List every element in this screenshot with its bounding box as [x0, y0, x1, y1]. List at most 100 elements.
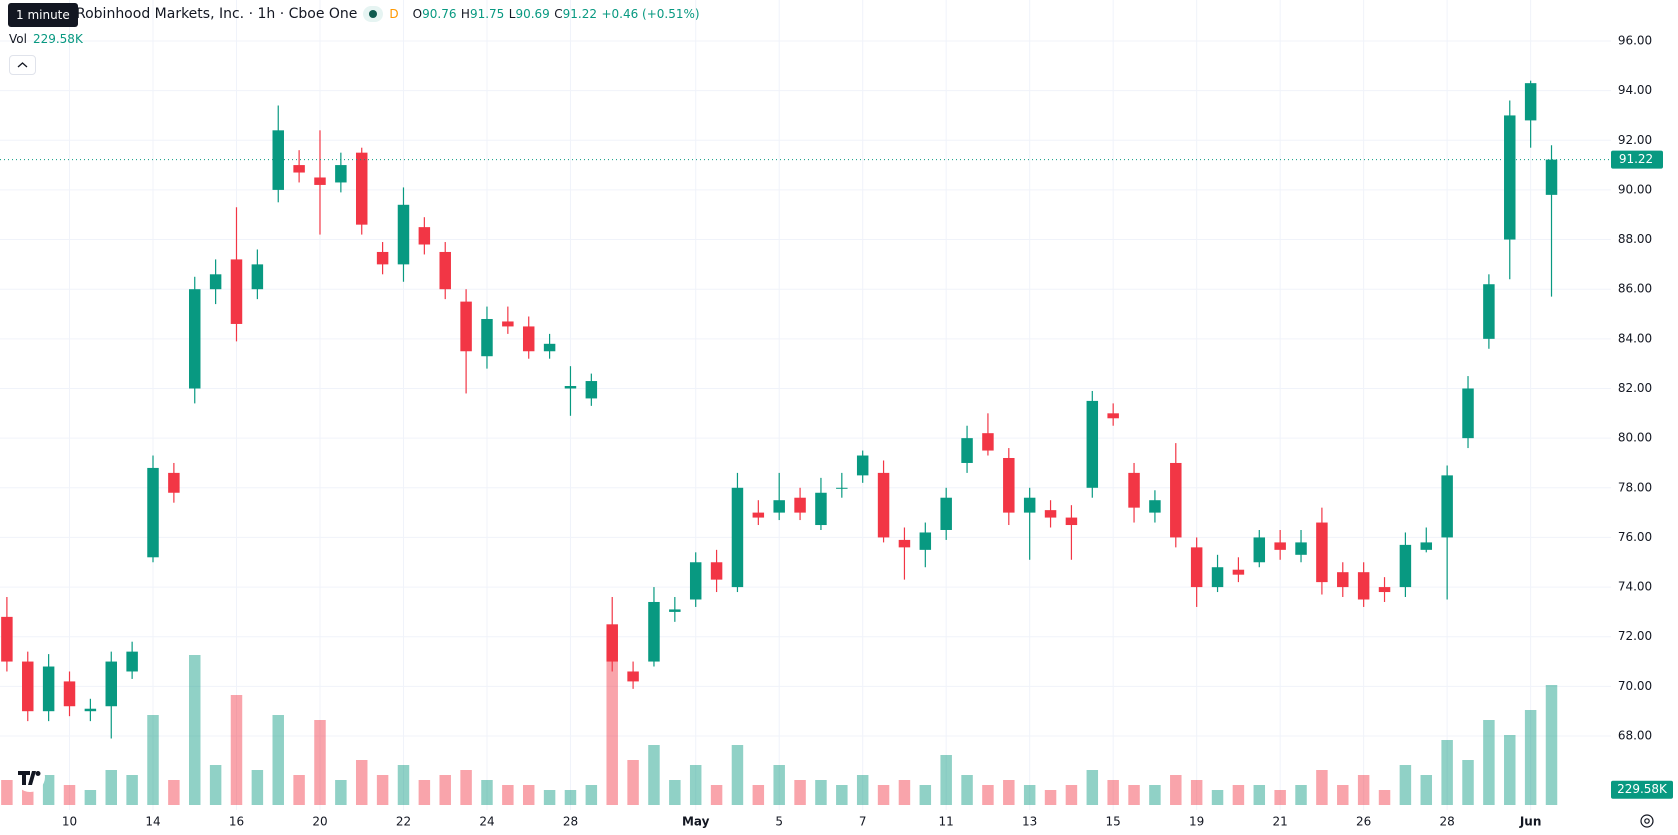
y-tick-label: 70.00 [1618, 679, 1652, 693]
y-tick-label: 88.00 [1618, 232, 1652, 246]
candle-body [251, 264, 264, 290]
volume-bar [522, 785, 535, 805]
volume-box [1611, 780, 1673, 799]
y-tick-label: 94.00 [1618, 83, 1652, 97]
volume-bar [1441, 740, 1453, 805]
candle-body [63, 681, 76, 707]
y-tick-label: 90.00 [1618, 182, 1652, 196]
candle-body [1295, 542, 1307, 555]
volume-bar [1378, 790, 1391, 805]
y-tick-label: 96.00 [1618, 33, 1652, 47]
volume-bar [1065, 785, 1078, 805]
x-tick-label: 26 [1356, 815, 1371, 829]
candle-body [1107, 413, 1119, 419]
candle-body [105, 661, 117, 707]
volume-bar [815, 780, 827, 805]
candle-body [209, 274, 222, 290]
x-tick-label: 11 [939, 815, 954, 829]
logo[interactable] [14, 762, 54, 792]
volume-bar [314, 720, 326, 805]
volume-bar [1128, 785, 1140, 805]
price-axis [1611, 0, 1678, 835]
volume-bar [84, 790, 97, 805]
volume-bar [731, 745, 744, 805]
volume-bar [1023, 785, 1036, 805]
volume-bar [355, 760, 368, 805]
volume-bar [1504, 735, 1516, 805]
candle-body [1337, 572, 1349, 588]
volume-bar [1149, 785, 1161, 805]
candle-body [355, 152, 368, 225]
x-tick-label: 10 [62, 815, 77, 829]
volume-bar [1545, 685, 1558, 805]
x-tick-label: Jun [1519, 815, 1542, 829]
volume-bar [1274, 790, 1286, 805]
volume-bar [1420, 775, 1433, 805]
candle-body [1023, 497, 1036, 513]
x-tick-label: 24 [479, 815, 494, 829]
collapse-button[interactable] [9, 55, 36, 75]
candle-body [1086, 400, 1099, 488]
candle-body [1232, 569, 1245, 575]
candle-body [836, 487, 848, 489]
candle-body [1274, 542, 1286, 550]
x-tick-label: 7 [859, 815, 867, 829]
x-tick-label: 19 [1189, 815, 1204, 829]
candle-body [982, 433, 994, 451]
volume-bar [335, 780, 347, 805]
volume-legend: Vol 229.58K [9, 32, 83, 46]
volume-bar [1086, 770, 1099, 805]
candle-body [1044, 510, 1057, 518]
volume-bar [1316, 770, 1328, 805]
ohlc-value: 91.75 [469, 7, 505, 21]
volume-bar [397, 765, 410, 805]
candle-body [1504, 115, 1516, 240]
candle-body [502, 321, 514, 327]
candle-body [1441, 475, 1453, 538]
y-tick-label: 80.00 [1618, 431, 1652, 445]
chevron [17, 62, 28, 68]
candle-body [856, 455, 869, 476]
settings-icon[interactable] [1636, 810, 1658, 832]
volume-bar [460, 770, 472, 805]
volume-bar [502, 785, 514, 805]
candle-body [1211, 567, 1224, 588]
volume-bar [22, 785, 34, 805]
candle-body [481, 318, 493, 357]
candle-body [1190, 547, 1203, 588]
y-tick-label: 78.00 [1618, 480, 1652, 494]
volume-bar [1524, 710, 1537, 805]
x-tick-label: 28 [563, 815, 578, 829]
change: +0.46 (+0.51%) [601, 7, 700, 21]
y-tick-label: 74.00 [1618, 580, 1652, 594]
candle-body [606, 624, 618, 662]
candle-body [1149, 500, 1161, 513]
candle-body [689, 562, 702, 600]
status-dot [363, 6, 384, 22]
y-tick-label: 86.00 [1618, 282, 1652, 296]
volume-bar [293, 775, 305, 805]
volume-value: 229.58K [32, 32, 83, 46]
volume-bar [481, 780, 493, 805]
y-tick-label: 82.00 [1618, 381, 1652, 395]
x-tick-label: 14 [145, 815, 160, 829]
volume-bar [543, 790, 556, 805]
candle-body [460, 301, 472, 352]
volume-bar [689, 765, 702, 805]
volume-axis-label: 229.58K [1617, 782, 1668, 796]
volume-bar [189, 655, 201, 805]
volume-bar [752, 785, 765, 805]
volume-bar [1253, 785, 1266, 805]
volume-bar [209, 765, 222, 805]
volume-bar [606, 630, 618, 805]
volume-bar [272, 715, 284, 805]
candle-body [22, 661, 34, 712]
candle-body [189, 289, 201, 389]
x-tick-label: 21 [1273, 815, 1288, 829]
volume-bar [42, 775, 55, 805]
candle-body [376, 251, 389, 265]
candle-body [147, 467, 159, 558]
volume-bar [1107, 780, 1119, 805]
